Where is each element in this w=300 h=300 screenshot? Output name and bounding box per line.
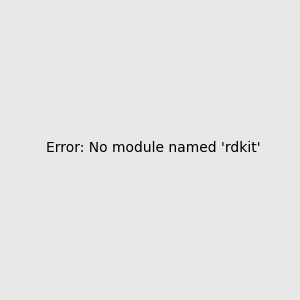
Text: Error: No module named 'rdkit': Error: No module named 'rdkit' — [46, 140, 261, 154]
